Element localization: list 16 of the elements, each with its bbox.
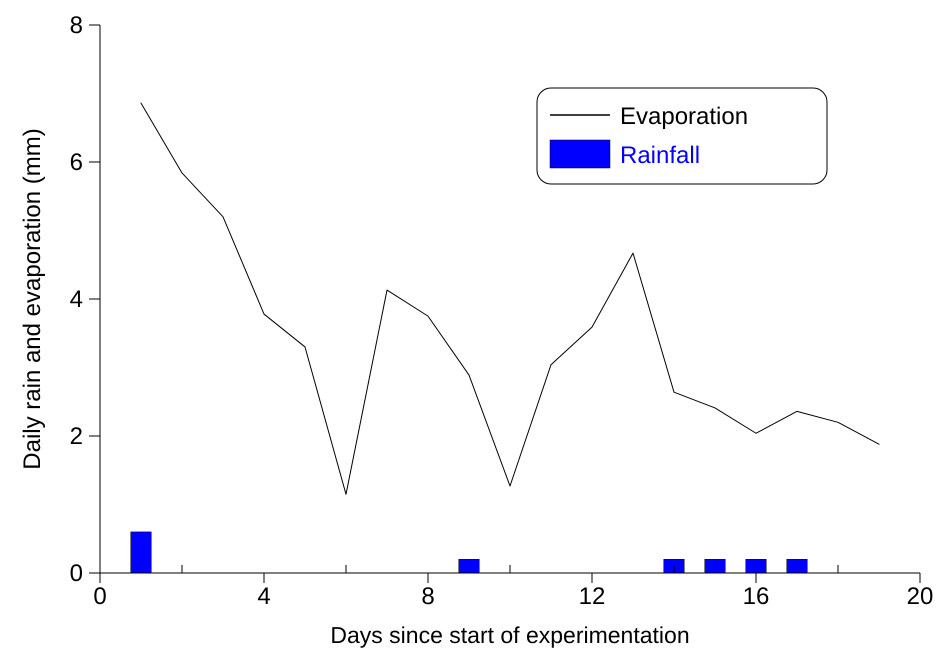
y-tick-label: 8 (70, 12, 83, 39)
y-tick-label: 0 (70, 560, 83, 587)
x-axis-title: Days since start of experimentation (330, 622, 690, 648)
y-tick-label: 6 (70, 149, 83, 176)
x-tick-label: 0 (93, 583, 107, 610)
y-tick-label: 2 (70, 423, 83, 450)
x-tick-label: 20 (906, 583, 934, 610)
x-tick-label: 4 (257, 583, 271, 610)
line-series (140, 102, 880, 495)
legend-label: Rainfall (620, 142, 700, 169)
legend-label: Evaporation (620, 103, 748, 130)
x-tick-label: 12 (578, 583, 606, 610)
y-axis-title: Daily rain and evaporation (mm) (19, 128, 46, 470)
x-tick-label: 16 (742, 583, 770, 610)
x-tick-label: 8 (421, 583, 435, 610)
y-tick-label: 4 (70, 286, 83, 313)
